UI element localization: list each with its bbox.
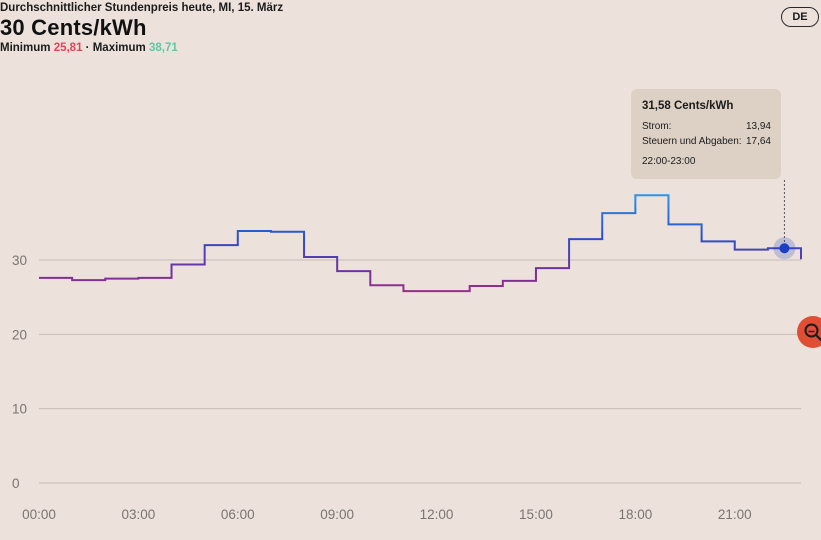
x-tick-label: 15:00 [519, 507, 553, 522]
grid-lines [39, 259, 801, 484]
tooltip-row-value: 13,94 [745, 121, 771, 132]
x-axis-ticks: 00:00 03:00 06:00 09:00 12:00 15:00 18:00 21:00 [22, 507, 752, 522]
x-tick-label: 21:00 [718, 507, 752, 522]
tooltip-row-label: Steuern und Abgaben: [642, 136, 742, 147]
y-tick-label: 30 [12, 253, 27, 268]
minimum-label: Minimum [0, 42, 51, 54]
tooltip-title: 31,58 Cents/kWh [642, 100, 734, 112]
y-axis-ticks: 0 10 20 30 [12, 253, 27, 491]
tooltip-row-abgaben: Steuern und Abgaben: 17,64 [642, 136, 771, 147]
tooltip-row-label: Strom: [642, 121, 672, 132]
price-series-line [39, 194, 802, 293]
chart-subtitle: Durchschnittlicher Stundenpreis heute, M… [0, 2, 284, 14]
selected-point-marker[interactable] [779, 243, 790, 254]
zoom-button[interactable] [797, 316, 821, 348]
maximum-value: 38,71 [148, 42, 178, 54]
average-price-title: 30 Cents/kWh [0, 15, 147, 40]
x-tick-label: 09:00 [320, 507, 354, 522]
price-tooltip: 31,58 Cents/kWh Strom: 13,94 Steuern und… [631, 89, 781, 179]
tooltip-row-value: 17,64 [745, 136, 771, 147]
minimum-value: 25,81 [53, 42, 83, 54]
x-tick-label: 00:00 [22, 507, 56, 522]
tooltip-row-strom: Strom: 13,94 [642, 121, 771, 132]
separator: · [85, 42, 90, 54]
min-max-line: Minimum 25,81 · Maximum 38,71 [0, 42, 178, 54]
zoom-search-icon [804, 323, 821, 342]
y-tick-label: 10 [12, 402, 27, 417]
y-tick-label: 0 [12, 476, 20, 491]
x-tick-label: 12:00 [420, 507, 454, 522]
y-tick-label: 20 [12, 327, 27, 342]
language-button[interactable]: DE [781, 7, 819, 27]
tooltip-time-range: 22:00-23:00 [642, 156, 696, 167]
x-tick-label: 06:00 [221, 507, 255, 522]
x-tick-label: 18:00 [618, 507, 652, 522]
x-tick-label: 03:00 [121, 507, 155, 522]
maximum-label: Maximum [92, 42, 146, 54]
